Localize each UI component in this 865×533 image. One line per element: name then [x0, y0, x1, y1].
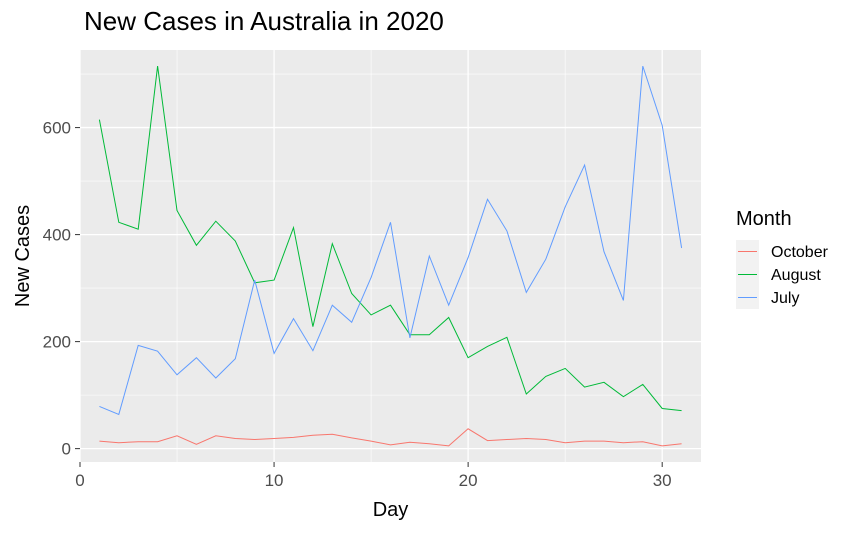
y-axis-title: New Cases [12, 205, 34, 307]
x-axis-title: Day [373, 499, 409, 521]
plot-panel [80, 50, 701, 462]
series-line-august [98, 66, 682, 412]
y-tick-label: 600 [43, 119, 71, 138]
legend: Month October August July [736, 208, 829, 309]
series-lines [98, 65, 683, 447]
series-line-july [99, 65, 683, 416]
minor-gridlines [80, 50, 701, 462]
series-line-october [99, 428, 682, 447]
chart-title: New Cases in Australia in 2020 [84, 6, 444, 36]
x-tick-label: 0 [75, 471, 84, 490]
y-axis: 0 200 400 600 [43, 119, 80, 459]
legend-label-july: July [771, 290, 799, 307]
y-tick-label: 400 [43, 226, 71, 245]
legend-label-october: October [771, 244, 829, 261]
x-axis: 0 10 20 30 [75, 462, 672, 490]
x-tick-label: 20 [459, 471, 478, 490]
x-tick-label: 30 [653, 471, 672, 490]
y-tick-label: 200 [43, 333, 71, 352]
legend-title: Month [736, 208, 792, 230]
x-tick-label: 10 [265, 471, 284, 490]
legend-label-august: August [771, 267, 821, 284]
y-tick-label: 0 [62, 440, 71, 459]
